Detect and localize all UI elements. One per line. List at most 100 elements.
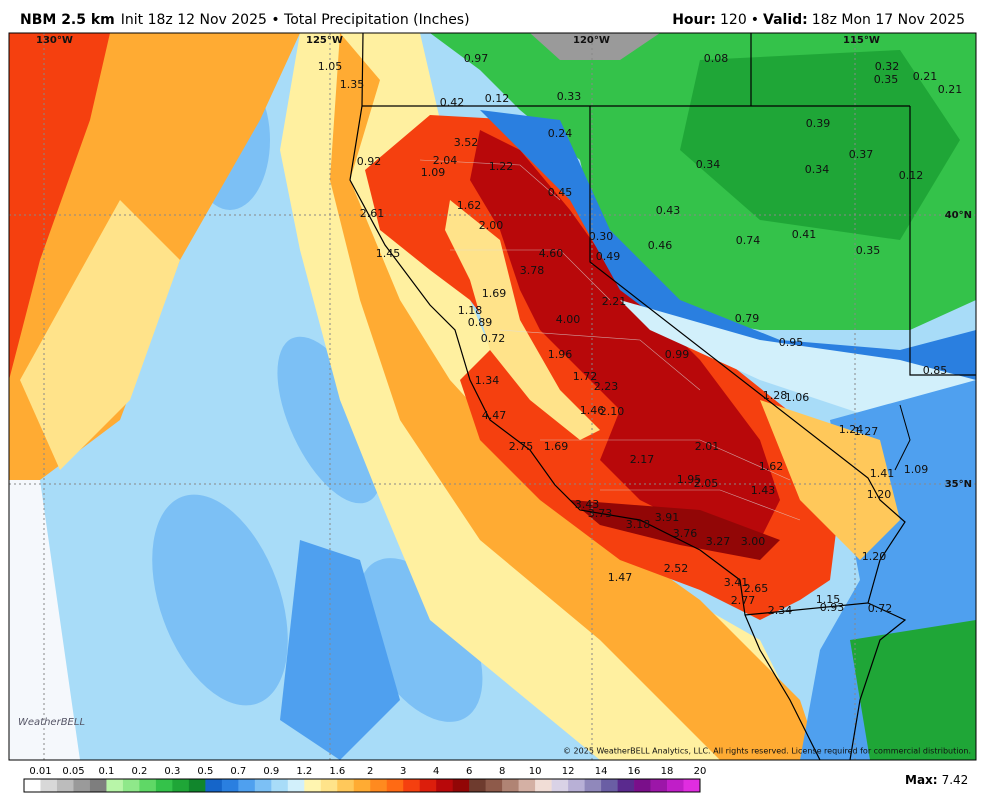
subtitle: Init 18z 12 Nov 2025 • Total Precipitati…	[121, 12, 470, 28]
point-value: 1.34	[475, 374, 500, 387]
orange-band	[330, 33, 820, 760]
map-frame	[8, 32, 977, 761]
colorbar-cell	[24, 779, 41, 792]
colorbar-cell	[89, 779, 107, 792]
colorbar-label: 2	[367, 766, 373, 777]
graticule-label: 130°W	[36, 35, 73, 46]
point-value: 1.05	[318, 60, 343, 73]
point-value: 0.34	[805, 163, 830, 176]
point-value: 0.41	[792, 228, 817, 241]
point-value: 0.33	[557, 90, 582, 103]
max-value: 7.42	[942, 773, 969, 787]
colorbar-cell	[106, 779, 124, 792]
colorbar-label: 12	[562, 766, 575, 777]
point-value: 1.20	[862, 550, 887, 563]
point-value: 2.65	[744, 582, 769, 595]
point-value: 1.35	[340, 78, 365, 91]
colorbar-cell	[568, 779, 585, 792]
colorbar-cell	[469, 779, 486, 792]
colorbar-label: 0.3	[164, 766, 180, 777]
colorbar-frame	[23, 778, 701, 793]
header-left: NBM 2.5 km Init 18z 12 Nov 2025 • Total P…	[20, 12, 470, 28]
logo: WeatherBELL	[18, 717, 85, 728]
southeast-green	[850, 620, 976, 760]
point-value: 0.49	[596, 250, 621, 263]
colorbar-label: 0.5	[197, 766, 213, 777]
point-value: 0.35	[856, 244, 881, 257]
valid-label: Valid:	[763, 12, 808, 28]
point-value: 0.79	[735, 312, 760, 325]
point-value: 0.92	[357, 155, 382, 168]
colorbar-cell	[172, 779, 190, 792]
graticule-label: 120°W	[573, 35, 610, 46]
point-value: 1.45	[376, 247, 401, 260]
point-value: 0.43	[656, 204, 681, 217]
point-value: 1.15	[816, 593, 841, 606]
colorbar-label: 0.05	[62, 766, 84, 777]
colorbar-cell	[617, 779, 635, 792]
point-value: 1.41	[870, 467, 895, 480]
point-value: 0.89	[468, 316, 493, 329]
graticule	[9, 33, 976, 760]
colorbar-cell	[452, 779, 470, 792]
point-value: 2.04	[433, 154, 458, 167]
point-value: 1.28	[763, 389, 788, 402]
county-lines	[419, 159, 801, 521]
colorbar-cell	[667, 779, 684, 792]
point-value: 0.46	[648, 239, 673, 252]
point-value: 0.21	[938, 83, 963, 96]
very-heavy-rain	[470, 130, 780, 540]
colorbar-cell	[436, 779, 453, 792]
graticule-label: 125°W	[306, 35, 343, 46]
point-value: 0.37	[849, 148, 874, 161]
colorbar-cell	[485, 779, 503, 792]
colorbar-label: 20	[694, 766, 707, 777]
colorbar-label: 16	[628, 766, 641, 777]
header-right: Hour: 120 • Valid: 18z Mon 17 Nov 2025	[672, 12, 965, 28]
point-value: 2.17	[630, 453, 655, 466]
point-value: 1.43	[751, 484, 776, 497]
point-value: 3.41	[724, 576, 749, 589]
point-value: 1.96	[548, 348, 573, 361]
point-value: 1.46	[580, 404, 605, 417]
max-label: Max:	[905, 773, 938, 787]
point-value: 2.77	[731, 594, 756, 607]
graticule-label: 35°N	[945, 479, 972, 490]
point-value: 2.34	[768, 604, 793, 617]
point-value: 1.69	[544, 440, 569, 453]
borders	[349, 33, 976, 760]
colorbar-cell	[139, 779, 157, 792]
separator: •	[751, 12, 759, 28]
point-value: 0.72	[868, 602, 893, 615]
point-value: 0.42	[440, 96, 465, 109]
colorbar-label: 8	[499, 766, 505, 777]
colorbar-cell	[650, 779, 668, 792]
colorbar-cell	[221, 779, 239, 792]
colorbar-cell	[683, 779, 701, 792]
colorbar-label: 0.1	[98, 766, 114, 777]
graticule-label: 40°N	[945, 210, 972, 221]
north-darkgreen	[680, 50, 960, 240]
colorbar-cell	[353, 779, 371, 792]
point-value: 2.01	[695, 440, 720, 453]
point-value: 3.18	[626, 518, 651, 531]
point-value: 0.74	[736, 234, 761, 247]
colorbar-cell	[188, 779, 206, 792]
point-value: 1.09	[904, 463, 929, 476]
max: Max: 7.42	[905, 773, 968, 787]
point-value: 2.61	[360, 207, 385, 220]
point-value: 0.35	[874, 73, 899, 86]
colorbar-cell	[419, 779, 437, 792]
colorbar-cell	[584, 779, 602, 792]
colorbar-cell	[205, 779, 223, 792]
point-value: 0.12	[899, 169, 924, 182]
point-value: 1.27	[854, 425, 879, 438]
point-value: 4.00	[556, 313, 581, 326]
point-value: 1.20	[867, 488, 892, 501]
colorbar-label: 18	[661, 766, 674, 777]
colorbar-label: 6	[466, 766, 472, 777]
copyright: © 2025 WeatherBELL Analytics, LLC. All r…	[563, 747, 971, 756]
blue-patch	[280, 540, 400, 760]
point-value: 1.24	[839, 423, 864, 436]
